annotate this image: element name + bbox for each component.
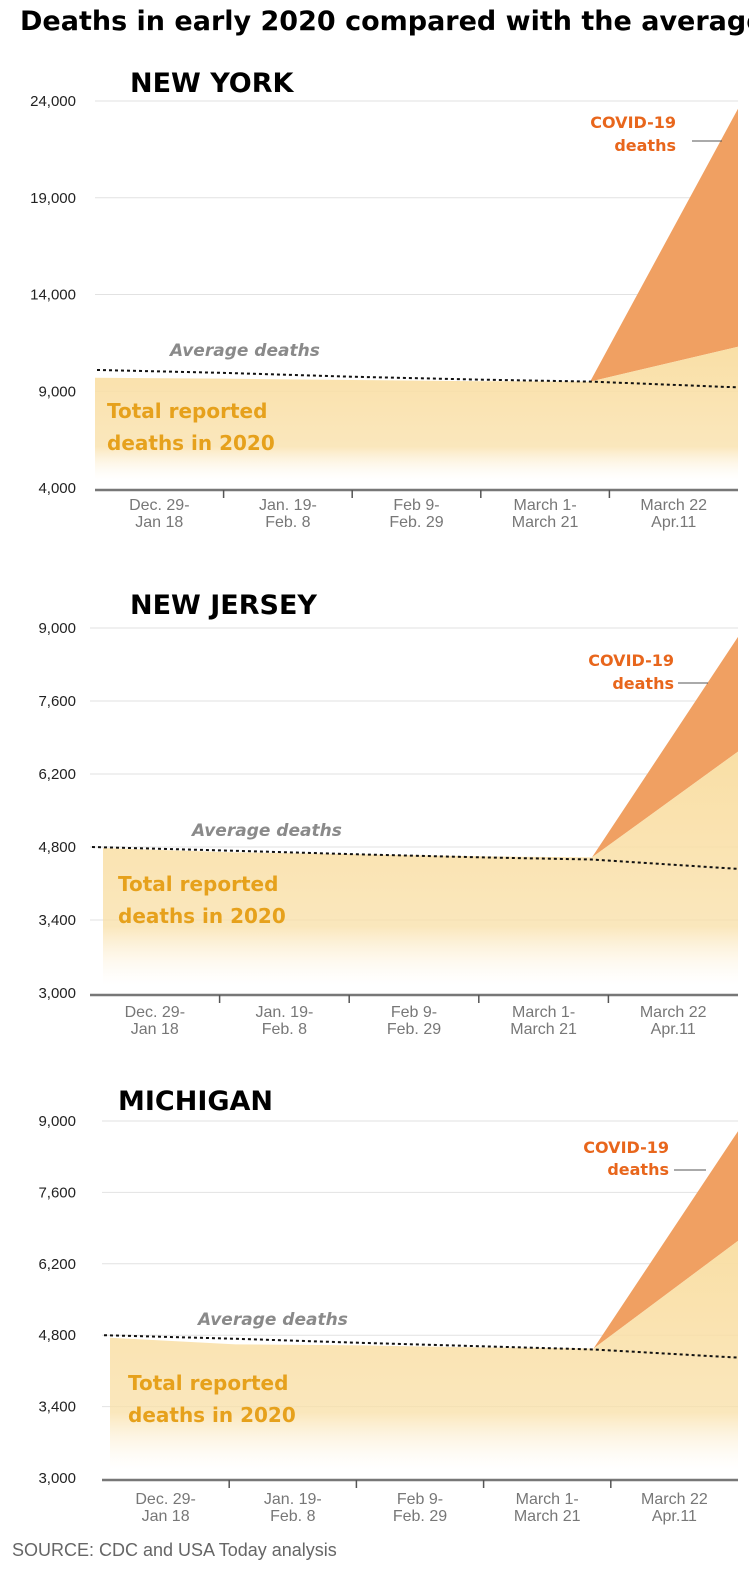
x-category-label: Feb 9-Feb. 29 xyxy=(387,1004,441,1038)
y-tick-label: 19,000 xyxy=(30,190,76,207)
chart-michigan: 9,000 7,600 6,200 4,800 3,400 3,000 Dec. 29-Ja… xyxy=(38,1086,739,1525)
average-deaths-line xyxy=(91,846,739,870)
covid-deaths-label: COVID-19 xyxy=(590,113,676,132)
x-category-label: Jan. 19-Feb. 8 xyxy=(264,1491,322,1525)
total-deaths-label-line2: deaths in 2020 xyxy=(128,1403,296,1427)
y-tick-label: 9,000 xyxy=(38,383,76,400)
y-tick-label: 7,600 xyxy=(38,693,76,710)
main-title: Deaths in early 2020 compared with the a… xyxy=(20,6,749,37)
average-deaths-label: Average deaths xyxy=(190,821,342,841)
total-deaths-area xyxy=(110,1240,738,1470)
covid-deaths-label-line2: deaths xyxy=(614,136,676,155)
y-tick-label: 24,000 xyxy=(30,93,76,110)
covid-deaths-label-line2: deaths xyxy=(607,1160,669,1179)
y-tick-label: 7,600 xyxy=(38,1184,76,1201)
x-category-label: Dec. 29-Jan 18 xyxy=(135,1491,195,1525)
state-title: NEW YORK xyxy=(130,68,295,99)
total-deaths-label-line2: deaths in 2020 xyxy=(118,904,286,928)
covid-deaths-label: COVID-19 xyxy=(588,651,674,670)
y-tick-label: 4,800 xyxy=(38,1327,76,1344)
total-deaths-label-line2: deaths in 2020 xyxy=(107,431,275,455)
total-deaths-label: Total reported xyxy=(118,872,278,896)
x-category-label: March 22 Apr.11 xyxy=(640,497,707,531)
x-category-label: Dec. 29-Jan 18 xyxy=(125,1004,185,1038)
covid-deaths-area xyxy=(95,108,738,382)
y-tick-label: 6,200 xyxy=(38,1256,76,1273)
total-deaths-label: Total reported xyxy=(128,1371,288,1395)
total-deaths-area xyxy=(95,346,738,480)
total-deaths-label: Total reported xyxy=(107,399,267,423)
x-category-label: Feb 9-Feb. 29 xyxy=(389,497,443,531)
x-category-label: March 1-March 21 xyxy=(510,1004,577,1038)
state-title: NEW JERSEY xyxy=(130,590,317,621)
y-tick-label: 4,000 xyxy=(38,480,76,497)
covid-deaths-label-line2: deaths xyxy=(612,674,674,693)
source-note: SOURCE: CDC and USA Today analysis xyxy=(12,1540,337,1560)
x-category-label: Jan. 19-Feb. 8 xyxy=(255,1004,313,1038)
average-deaths-label: Average deaths xyxy=(168,341,320,361)
x-category-label: Dec. 29-Jan 18 xyxy=(129,497,189,531)
x-category-label: March 1-March 21 xyxy=(514,1491,581,1525)
y-tick-label: 9,000 xyxy=(38,1113,76,1130)
total-deaths-area xyxy=(103,751,738,985)
y-tick-label: 3,400 xyxy=(38,912,76,929)
chart-new-jersey: 9,000 7,600 6,200 4,800 3,400 3,000 Dec. 29-Ja… xyxy=(38,590,739,1038)
covid-deaths-label: COVID-19 xyxy=(583,1138,669,1157)
x-category-label: March 22 Apr.11 xyxy=(640,1004,707,1038)
state-title: MICHIGAN xyxy=(118,1086,273,1117)
y-tick-label: 3,000 xyxy=(38,1470,76,1487)
x-category-label: March 22 Apr.11 xyxy=(641,1491,708,1525)
y-tick-label: 14,000 xyxy=(30,287,76,304)
x-category-label: March 1-March 21 xyxy=(512,497,579,531)
chart-new-york: 24,000 19,000 14,000 9,000 4,000 Dec. 29-Jan … xyxy=(30,68,739,531)
average-deaths-label: Average deaths xyxy=(196,1310,348,1330)
average-deaths-line xyxy=(103,1334,739,1359)
y-tick-label: 3,400 xyxy=(38,1399,76,1416)
x-category-label: Feb 9-Feb. 29 xyxy=(393,1491,447,1525)
y-tick-label: 4,800 xyxy=(38,839,76,856)
y-tick-label: 3,000 xyxy=(38,985,76,1002)
x-category-label: Jan. 19-Feb. 8 xyxy=(259,497,317,531)
y-tick-label: 9,000 xyxy=(38,620,76,637)
y-tick-label: 6,200 xyxy=(38,766,76,783)
average-deaths-line xyxy=(96,368,739,389)
